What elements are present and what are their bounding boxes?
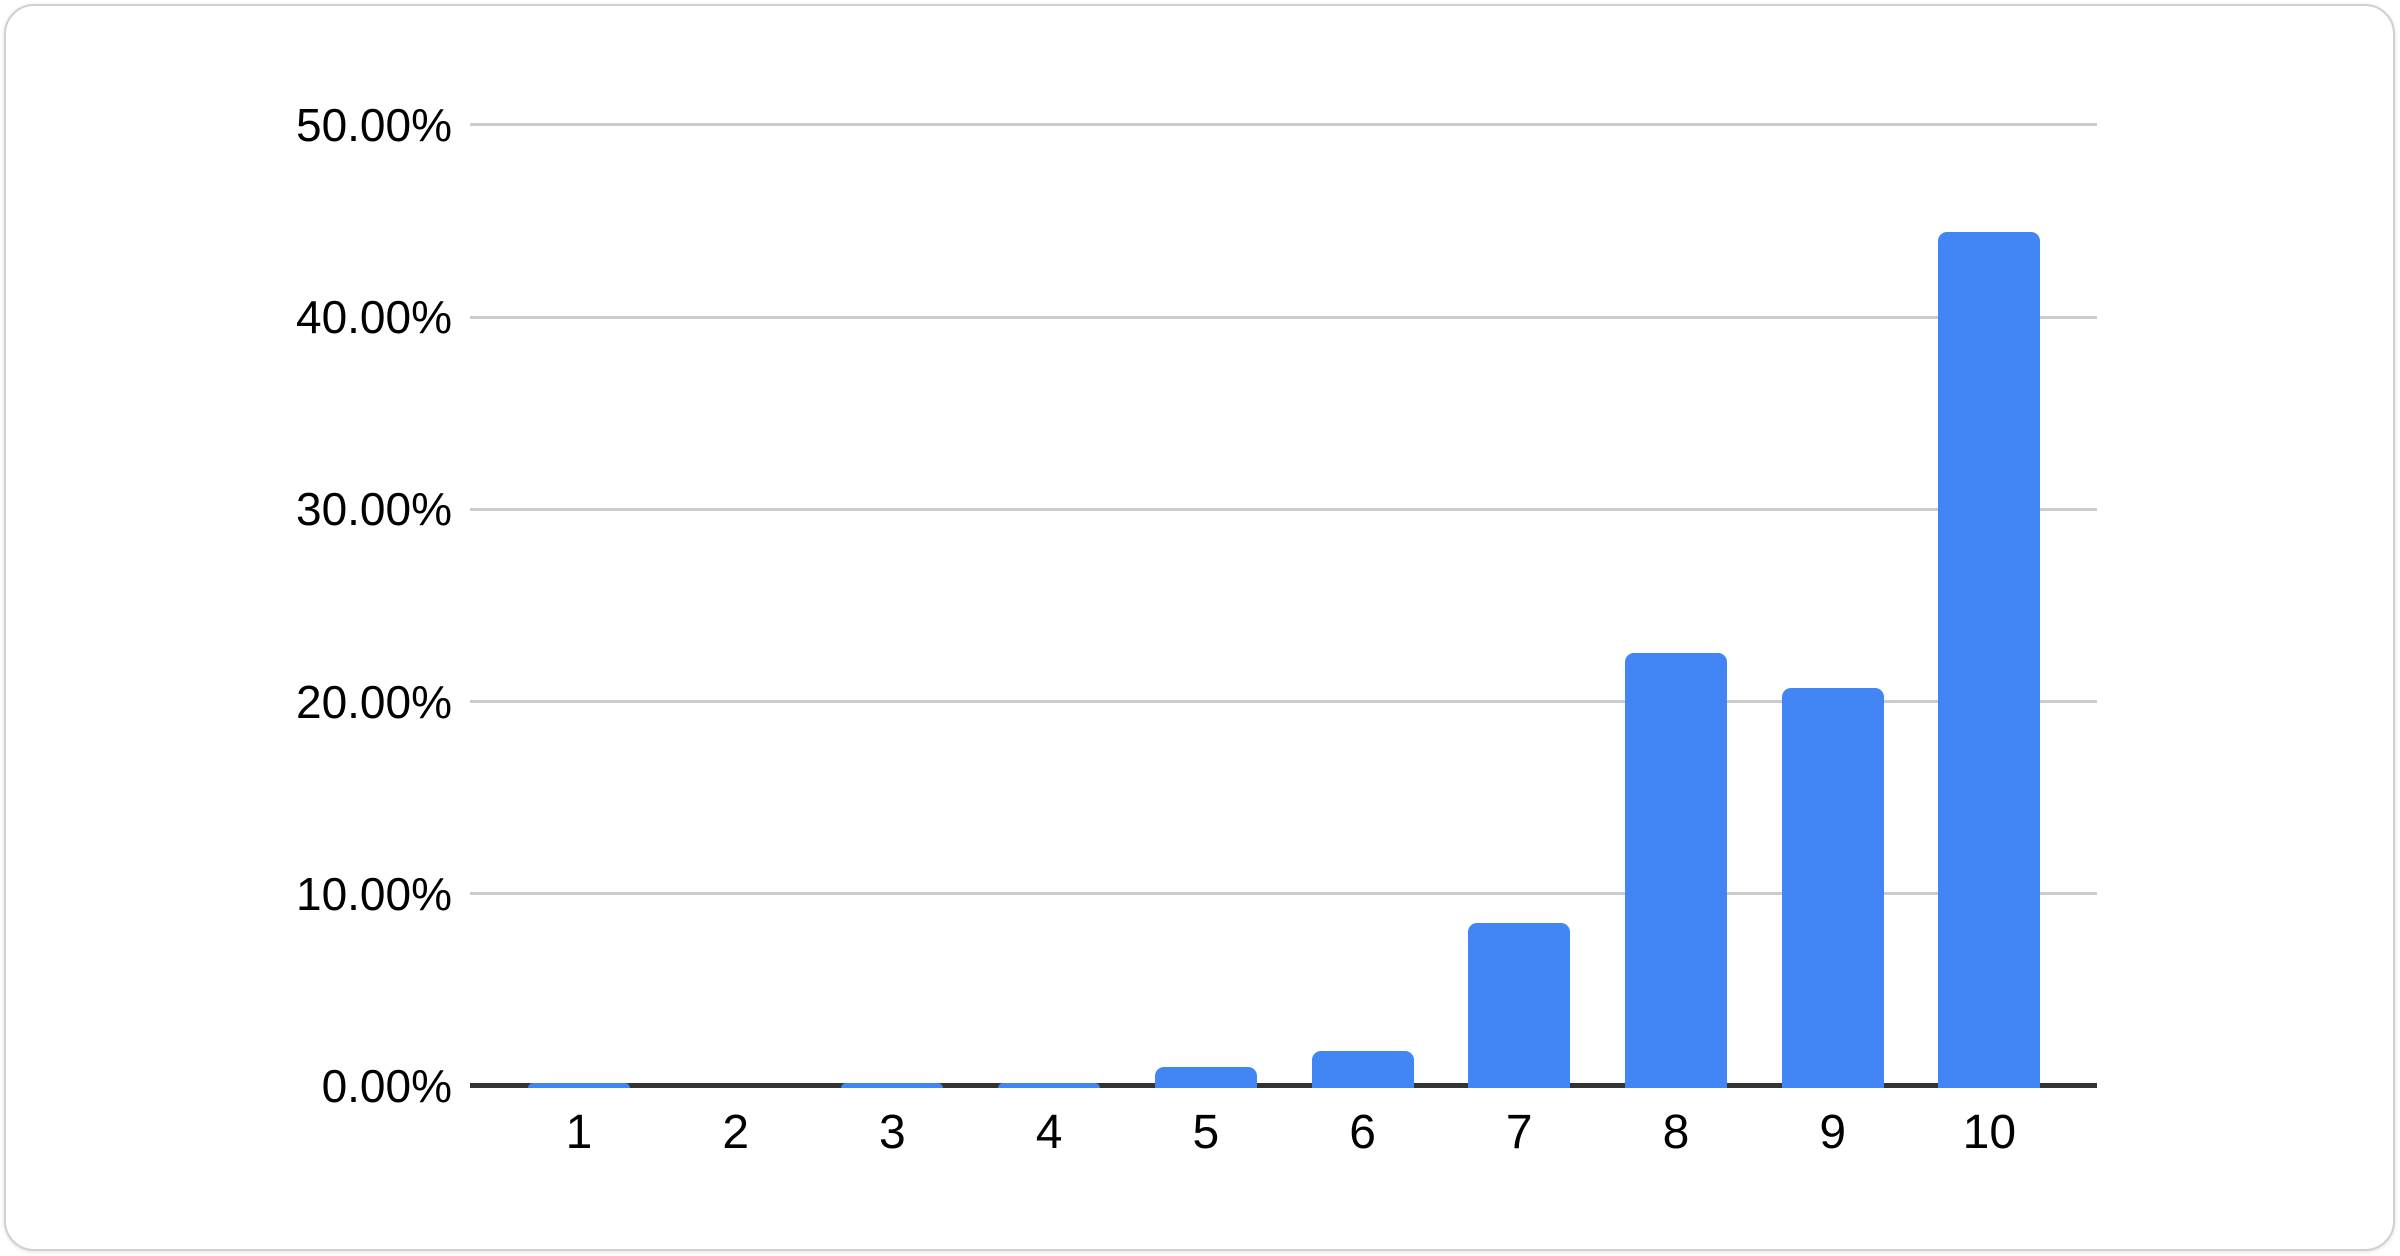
x-tick-label-7: 7 (1505, 1106, 1533, 1159)
y-tick-label: 50.00% (295, 98, 452, 151)
x-tick-label-2: 2 (722, 1106, 750, 1159)
x-tick-label-9: 9 (1819, 1106, 1847, 1159)
bar-category-6[interactable] (1311, 1051, 1414, 1088)
y-tick-label: 0.00% (321, 1060, 452, 1112)
x-tick-label-3: 3 (879, 1106, 906, 1159)
bar-category-5[interactable] (1154, 1066, 1257, 1088)
bar-category-1[interactable] (528, 1082, 630, 1088)
x-tick-label-10: 10 (1962, 1106, 2017, 1159)
bar-category-4[interactable] (998, 1082, 1101, 1088)
x-tick-label-5: 5 (1192, 1106, 1220, 1159)
bar-category-3[interactable] (841, 1082, 944, 1088)
x-tick-label-1: 1 (565, 1106, 593, 1159)
bar-category-8[interactable] (1624, 653, 1727, 1088)
bar-category-9[interactable] (1781, 688, 1884, 1088)
y-tick-label: 40.00% (295, 291, 452, 343)
y-tick-label: 10.00% (295, 867, 452, 920)
gridline-50pct (470, 123, 2097, 127)
bar-category-7[interactable] (1468, 922, 1571, 1088)
x-axis-line (470, 1083, 2097, 1088)
gridline-20pct (470, 700, 2097, 703)
gridline-10pct (470, 892, 2097, 896)
y-tick-label: 20.00% (295, 675, 452, 728)
gridline-30pct (470, 507, 2097, 511)
x-tick-label-4: 4 (1035, 1106, 1063, 1159)
x-tick-label-8: 8 (1662, 1106, 1690, 1159)
gridline-40pct (470, 315, 2097, 319)
y-tick-label: 30.00% (295, 483, 452, 536)
x-tick-label-6: 6 (1349, 1106, 1376, 1159)
bar-category-10[interactable] (1938, 232, 2041, 1088)
